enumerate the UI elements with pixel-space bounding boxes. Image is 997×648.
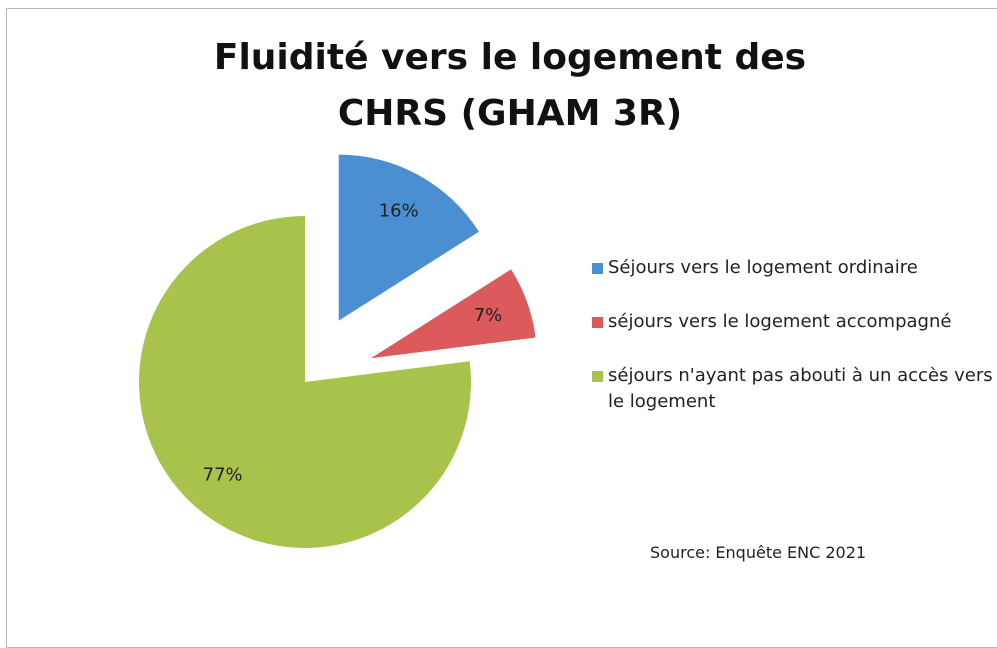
legend-label: séjours vers le logement accompagné xyxy=(608,311,952,332)
legend-item: séjours vers le logement accompagné xyxy=(592,309,997,335)
page: Fluidité vers le logement des CHRS (GHAM… xyxy=(6,8,997,648)
legend-label: Séjours vers le logement ordinaire xyxy=(608,257,918,278)
pie-slice xyxy=(139,216,472,548)
data-label: 77% xyxy=(203,464,243,485)
legend-item: séjours n'ayant pas abouti à un accès ve… xyxy=(592,363,997,415)
legend: Séjours vers le logement ordinaire séjour… xyxy=(592,255,997,443)
annotation: Source: Enquête ENC 2021 xyxy=(650,543,867,562)
chart-title: Fluidité vers le logement des CHRS (GHAM… xyxy=(213,37,807,134)
legend-label: séjours n'ayant pas abouti à un accès ve… xyxy=(608,365,993,412)
legend-item: Séjours vers le logement ordinaire xyxy=(592,255,997,281)
legend-swatch xyxy=(592,263,603,274)
legend-swatch xyxy=(592,317,603,328)
pie-slice xyxy=(338,154,479,321)
data-label: 16% xyxy=(379,201,419,222)
data-label: 7% xyxy=(474,305,503,326)
pie-slice xyxy=(370,269,536,359)
legend-swatch xyxy=(592,371,603,382)
chart: 16% 7% 77% xyxy=(139,154,536,548)
